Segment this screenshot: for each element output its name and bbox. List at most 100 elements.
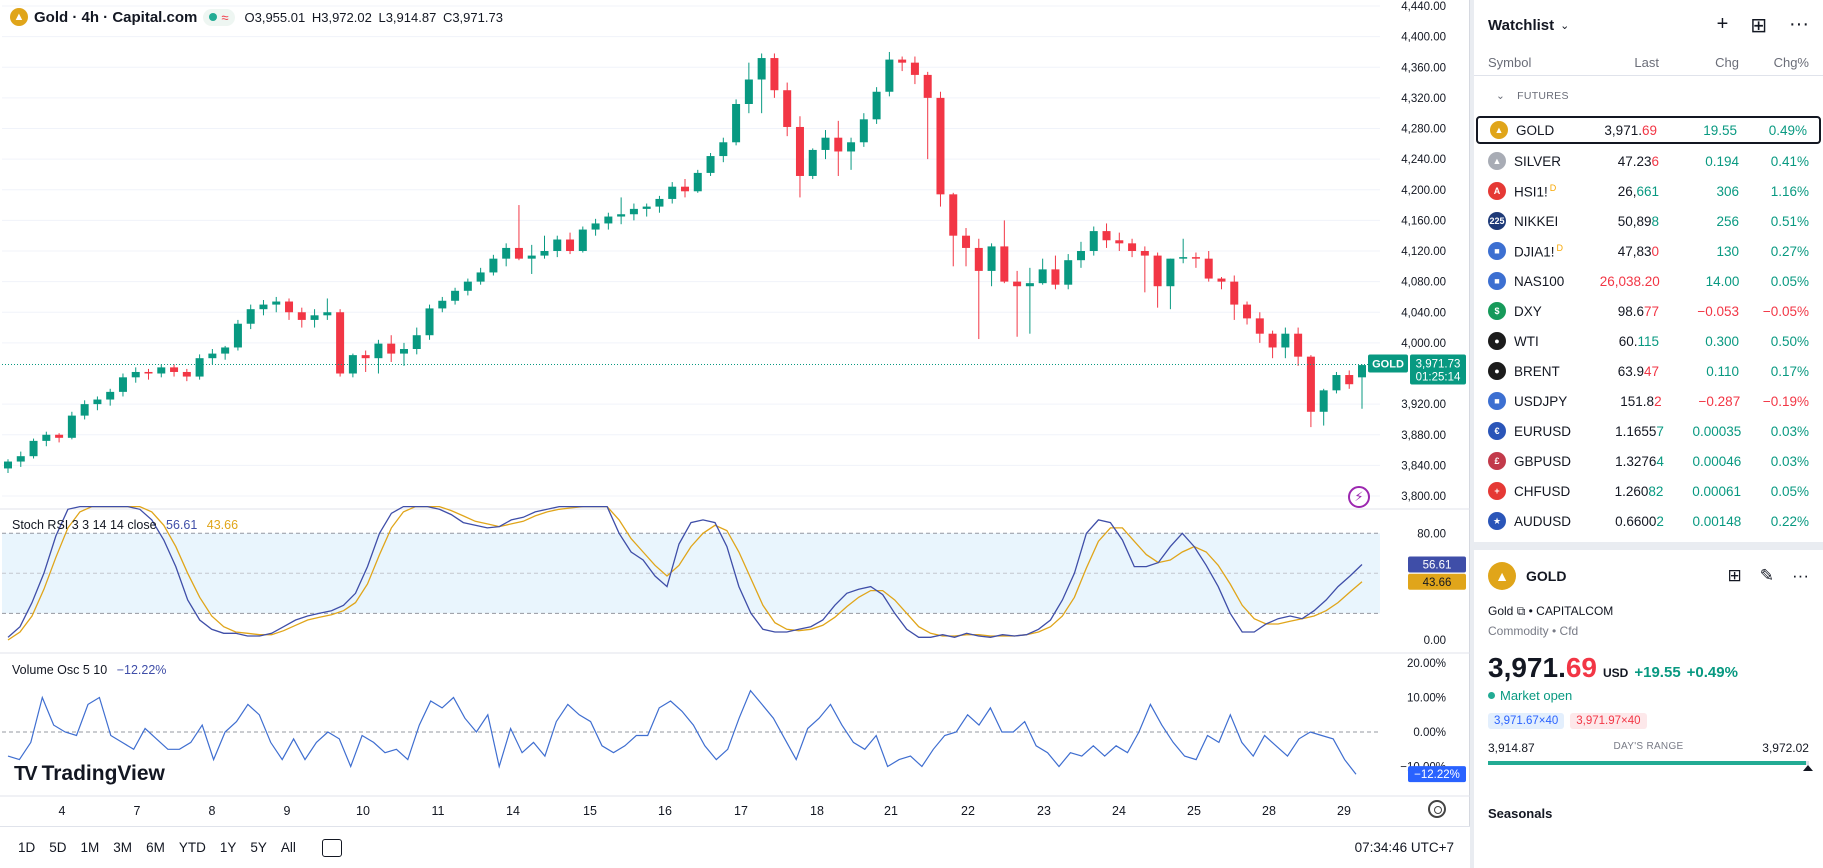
- edit-icon[interactable]: ✎: [1759, 566, 1775, 585]
- watchlist-row-usdjpy[interactable]: ■ USDJPY 151.82 −0.287 −0.19%: [1474, 386, 1823, 416]
- candle-body: [1064, 260, 1073, 285]
- watchlist-row-djia1[interactable]: ■ DJIA1! D 47,830 130 0.27%: [1474, 236, 1823, 266]
- candle-body: [808, 149, 817, 176]
- panel-divider: [1474, 542, 1823, 550]
- seasonals-title[interactable]: Seasonals: [1488, 806, 1553, 821]
- tradingview-logo[interactable]: TV TradingView: [14, 762, 165, 786]
- candle-body: [118, 377, 127, 392]
- watchlist-title[interactable]: Watchlist: [1488, 16, 1555, 34]
- candle-body: [795, 126, 804, 176]
- column-chg-pct[interactable]: Chg%: [1773, 55, 1809, 70]
- watchlist-last: 47.236: [1563, 154, 1659, 169]
- vol-axis-label: 0.00%: [1413, 727, 1446, 739]
- candle-body: [4, 461, 12, 469]
- price-axis-label: 4,240.00: [1401, 154, 1446, 166]
- range-6m-button[interactable]: 6M: [146, 840, 165, 855]
- last-tail: 7: [1656, 423, 1664, 439]
- chart-area[interactable]: 4,440.00 4,400.00 4,360.00 4,320.00 4,280.00…: [0, 0, 1470, 868]
- ohlc-open: O3,955.01: [244, 9, 306, 25]
- watchlist-row-nikkei[interactable]: 225 NIKKEI 50,898 256 0.51%: [1474, 206, 1823, 236]
- more-icon[interactable]: ···: [1792, 566, 1809, 585]
- candle-body: [1089, 231, 1098, 251]
- detail-exchange[interactable]: CAPITALCOM: [1536, 604, 1614, 618]
- candle-body: [489, 258, 498, 273]
- candle-body: [412, 335, 421, 349]
- add-symbol-icon[interactable]: +: [1716, 12, 1729, 35]
- watchlist-row-dxy[interactable]: $ DXY 98.677 −0.053 −0.05%: [1474, 296, 1823, 326]
- time-axis-label: 18: [810, 804, 824, 818]
- watchlist-row-wti[interactable]: ● WTI 60.115 0.300 0.50%: [1474, 326, 1823, 356]
- candle-body: [195, 358, 204, 377]
- volume-osc-legend[interactable]: Volume Osc 5 10 −12.22%: [12, 663, 166, 677]
- watchlist-chg: 0.00046: [1692, 453, 1742, 469]
- detail-name[interactable]: Gold: [1488, 604, 1514, 618]
- range-3m-button[interactable]: 3M: [113, 840, 133, 855]
- watchlist-row-brent[interactable]: ● BRENT 63.947 0.110 0.17%: [1474, 356, 1823, 386]
- last-main: 0.6600: [1615, 513, 1657, 529]
- lightning-icon[interactable]: ⚡: [1348, 486, 1370, 508]
- djia1-icon: ■: [1488, 242, 1506, 260]
- volume-osc-label: Volume Osc 5 10: [12, 663, 108, 677]
- watchlist-last: 151.82: [1567, 394, 1661, 409]
- last-main: 60.: [1618, 333, 1638, 349]
- watchlist-last: 63.947: [1563, 364, 1659, 379]
- range-1m-button[interactable]: 1M: [80, 840, 100, 855]
- gear-icon[interactable]: [1428, 800, 1446, 818]
- range-1y-button[interactable]: 1Y: [219, 840, 237, 855]
- watchlist-symbol: WTI: [1514, 333, 1539, 349]
- time-axis-label: 7: [134, 804, 141, 818]
- candle-body: [1140, 251, 1149, 256]
- market-status-pill[interactable]: ≈: [203, 8, 235, 26]
- price-axis-label: 4,280.00: [1401, 124, 1446, 136]
- watchlist-row-gbpusd[interactable]: £ GBPUSD 1.32764 0.00046 0.03%: [1474, 446, 1823, 476]
- column-symbol[interactable]: Symbol: [1488, 55, 1532, 70]
- watchlist-symbol: GOLD: [1516, 122, 1555, 138]
- external-link-icon[interactable]: ⧉: [1516, 604, 1526, 618]
- watchlist-symbol: CHFUSD: [1514, 483, 1571, 499]
- watchlist-chg-pct: 0.22%: [1770, 513, 1809, 529]
- advanced-view-icon[interactable]: ⊞: [1750, 14, 1768, 37]
- candle-body: [182, 371, 191, 377]
- watchlist-columns: Symbol Last Chg Chg%: [1474, 50, 1823, 76]
- section-futures[interactable]: ⌄ FUTURES: [1474, 76, 1823, 116]
- watchlist-row-nas100[interactable]: ■ NAS100 26,038.20 14.00 0.05%: [1474, 266, 1823, 296]
- audusd-icon: ★: [1488, 512, 1506, 530]
- watchlist-row-hsi1[interactable]: A HSI1! D 26,661 306 1.16%: [1474, 176, 1823, 206]
- range-all-button[interactable]: All: [280, 840, 296, 855]
- watchlist-rows: ▲ GOLD 3,971.69 19.55 0.49% ▲ SILVER 47.236 0.19…: [1474, 116, 1823, 536]
- clock[interactable]: 07:34:46 UTC+7: [1354, 840, 1454, 855]
- candle-body: [374, 343, 383, 359]
- layout-icon[interactable]: ⊞: [1727, 566, 1742, 585]
- watchlist-row-chfusd[interactable]: + CHFUSD 1.26082 0.00061 0.05%: [1474, 476, 1823, 506]
- gbpusd-icon: £: [1488, 452, 1506, 470]
- column-last[interactable]: Last: [1634, 55, 1659, 70]
- column-chg[interactable]: Chg: [1715, 55, 1739, 70]
- chevron-down-icon[interactable]: ⌄: [1560, 19, 1570, 32]
- days-range-bar: [1488, 761, 1813, 771]
- detail-symbol[interactable]: GOLD: [1526, 568, 1567, 584]
- price-axis-label: 3,800.00: [1401, 491, 1446, 503]
- more-icon[interactable]: ···: [1789, 12, 1809, 35]
- range-1d-button[interactable]: 1D: [18, 840, 36, 855]
- candle-body: [451, 290, 460, 301]
- watchlist-row-silver[interactable]: ▲ SILVER 47.236 0.194 0.41%: [1474, 146, 1823, 176]
- watchlist-row-eurusd[interactable]: € EURUSD 1.16557 0.00035 0.03%: [1474, 416, 1823, 446]
- stoch-k-line: [7, 505, 1363, 638]
- chevron-down-icon: ⌄: [1496, 90, 1506, 102]
- range-5y-button[interactable]: 5Y: [250, 840, 267, 855]
- watchlist-chg: 0.00061: [1692, 483, 1742, 499]
- calendar-icon[interactable]: [321, 838, 342, 857]
- candle-body: [962, 235, 971, 248]
- symbol-title[interactable]: Gold · 4h · Capital.com: [34, 8, 198, 26]
- candle-body: [719, 142, 728, 157]
- range-ytd-button[interactable]: YTD: [178, 840, 206, 855]
- chart-svg[interactable]: 4,440.00 4,400.00 4,360.00 4,320.00 4,280.00…: [0, 0, 1470, 826]
- watchlist-last: 1.32764: [1571, 454, 1664, 469]
- range-5d-button[interactable]: 5D: [49, 840, 67, 855]
- stoch-d-tag-value: 43.66: [1423, 577, 1452, 589]
- watchlist-row-gold[interactable]: ▲ GOLD 3,971.69 19.55 0.49%: [1476, 116, 1821, 144]
- watchlist-row-audusd[interactable]: ★ AUDUSD 0.66002 0.00148 0.22%: [1474, 506, 1823, 536]
- symbol-legend[interactable]: ▲ Gold · 4h · Capital.com ≈ O3,955.01 H3…: [10, 8, 510, 26]
- stoch-rsi-legend[interactable]: Stoch RSI 3 3 14 14 close 56.61 43.66: [12, 518, 238, 532]
- days-range-label: DAY'S RANGE: [1613, 741, 1684, 752]
